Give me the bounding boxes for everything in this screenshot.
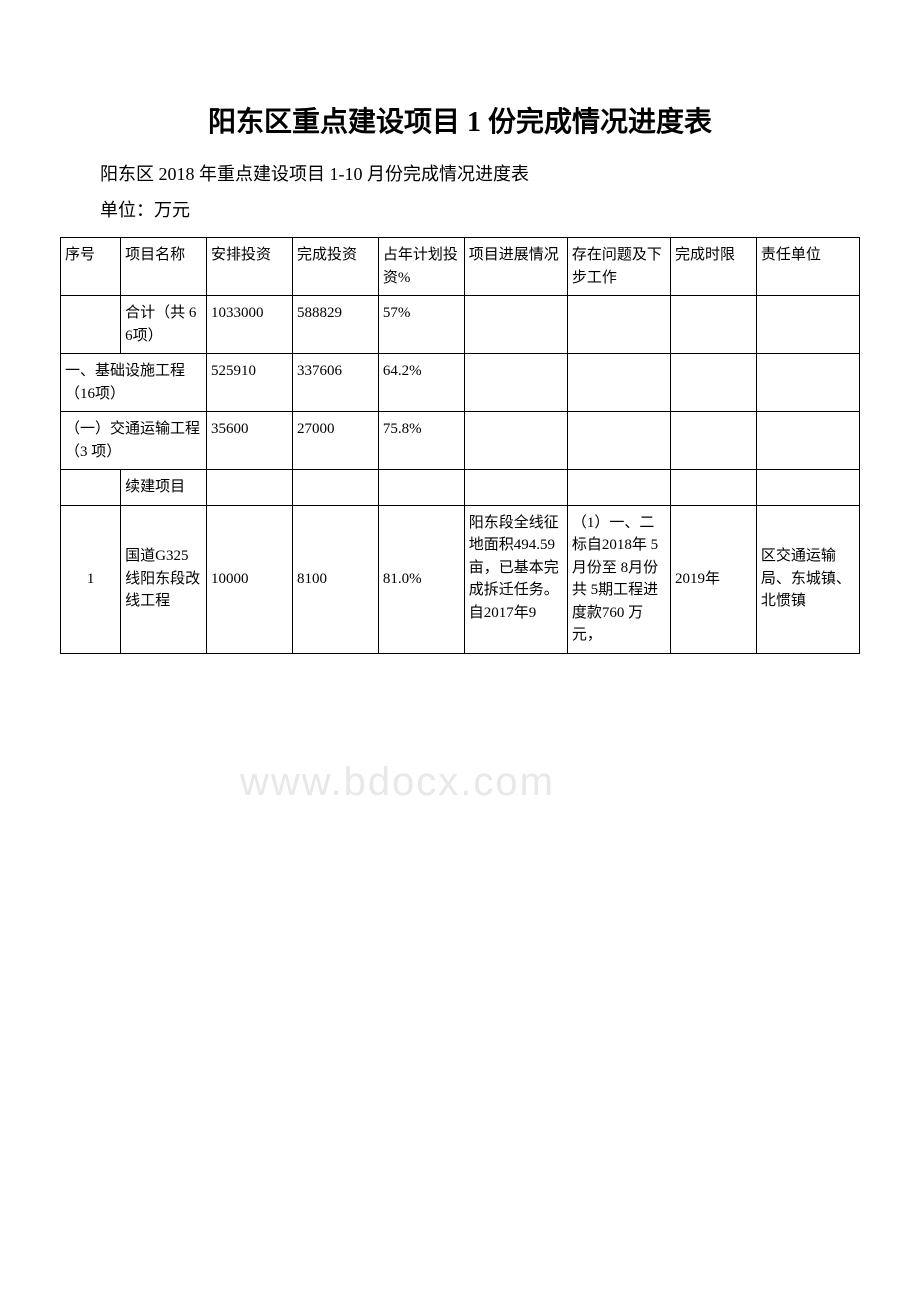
header-deadline: 完成时限 <box>670 238 756 296</box>
cell <box>670 470 756 506</box>
table-row-continue: 续建项目 <box>61 470 860 506</box>
cell: 1 <box>61 505 121 653</box>
header-name: 项目名称 <box>121 238 207 296</box>
cell <box>670 412 756 470</box>
table-header-row: 序号 项目名称 安排投资 完成投资 占年计划投资% 项目进展情况 存在问题及下步… <box>61 238 860 296</box>
cell: 续建项目 <box>121 470 207 506</box>
header-dept: 责任单位 <box>756 238 859 296</box>
cell: 525910 <box>207 354 293 412</box>
cell <box>567 296 670 354</box>
cell <box>756 470 859 506</box>
cell <box>670 354 756 412</box>
cell <box>756 296 859 354</box>
cell: 1033000 <box>207 296 293 354</box>
cell: 8100 <box>292 505 378 653</box>
cell: 区交通运输局、东城镇、北惯镇 <box>756 505 859 653</box>
cell: 337606 <box>292 354 378 412</box>
cell <box>207 470 293 506</box>
page-subtitle: 阳东区 2018 年重点建设项目 1-10 月份完成情况进度表 <box>100 160 860 186</box>
unit-label: 单位：万元 <box>100 196 860 222</box>
cell <box>61 470 121 506</box>
cell <box>464 412 567 470</box>
cell <box>756 412 859 470</box>
cell <box>567 412 670 470</box>
cell: 35600 <box>207 412 293 470</box>
cell: （1）一、二标自2018年 5月份至 8月份共 5期工程进度款760 万元， <box>567 505 670 653</box>
cell: 57% <box>378 296 464 354</box>
table-row-section1-1: （一）交通运输工程（3 项） 35600 27000 75.8% <box>61 412 860 470</box>
cell: 10000 <box>207 505 293 653</box>
cell: 一、基础设施工程（16项） <box>61 354 207 412</box>
page-title: 阳东区重点建设项目 1 份完成情况进度表 <box>60 100 860 140</box>
header-issue: 存在问题及下步工作 <box>567 238 670 296</box>
cell: 75.8% <box>378 412 464 470</box>
cell: 合计（共 66项） <box>121 296 207 354</box>
cell: 27000 <box>292 412 378 470</box>
table-row: 1 国道G325线阳东段改线工程 10000 8100 81.0% 阳东段全线征… <box>61 505 860 653</box>
cell <box>464 470 567 506</box>
cell: 81.0% <box>378 505 464 653</box>
header-seq: 序号 <box>61 238 121 296</box>
cell <box>670 296 756 354</box>
cell <box>292 470 378 506</box>
cell <box>756 354 859 412</box>
header-progress: 项目进展情况 <box>464 238 567 296</box>
header-invest: 安排投资 <box>207 238 293 296</box>
watermark-text: www.bdocx.com <box>240 760 555 805</box>
table-row-total: 合计（共 66项） 1033000 588829 57% <box>61 296 860 354</box>
cell: 64.2% <box>378 354 464 412</box>
cell: （一）交通运输工程（3 项） <box>61 412 207 470</box>
progress-table: 序号 项目名称 安排投资 完成投资 占年计划投资% 项目进展情况 存在问题及下步… <box>60 237 860 654</box>
cell <box>464 354 567 412</box>
cell <box>61 296 121 354</box>
cell <box>567 470 670 506</box>
cell: 588829 <box>292 296 378 354</box>
cell: 国道G325线阳东段改线工程 <box>121 505 207 653</box>
table-row-section1: 一、基础设施工程（16项） 525910 337606 64.2% <box>61 354 860 412</box>
cell <box>567 354 670 412</box>
cell <box>378 470 464 506</box>
header-complete: 完成投资 <box>292 238 378 296</box>
cell: 阳东段全线征地面积494.59亩，已基本完成拆迁任务。自2017年9 <box>464 505 567 653</box>
cell: 2019年 <box>670 505 756 653</box>
cell <box>464 296 567 354</box>
header-percent: 占年计划投资% <box>378 238 464 296</box>
